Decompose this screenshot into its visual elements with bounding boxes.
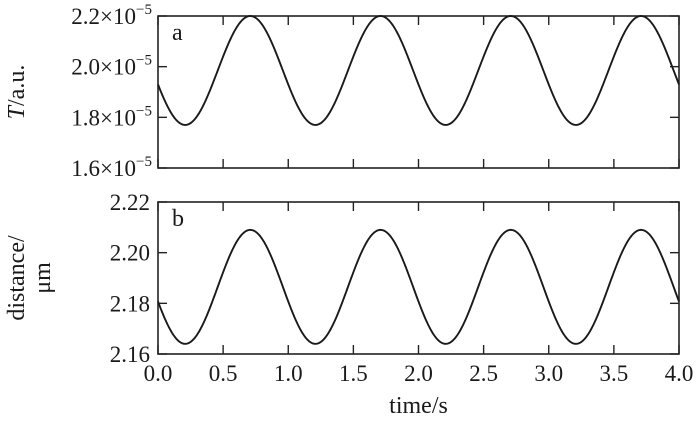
y-tick-label: 2.2×10−5 bbox=[71, 2, 152, 29]
y-tick-exponent: −5 bbox=[136, 103, 152, 119]
y-tick-exponent: −5 bbox=[136, 53, 152, 69]
panel-a-label: a bbox=[172, 20, 183, 46]
x-tick-label: 0.0 bbox=[144, 361, 173, 386]
x-tick-label: 1.0 bbox=[274, 361, 303, 386]
x-axis-label: time/s bbox=[389, 393, 448, 419]
y-tick-mantissa: 2.2×10 bbox=[71, 4, 136, 29]
x-tick-label: 2.0 bbox=[404, 361, 433, 386]
y-tick-label: 2.22 bbox=[110, 190, 150, 215]
panel-b-y-axis-label-line2: μm bbox=[30, 262, 56, 294]
y-tick-label: 2.20 bbox=[110, 241, 150, 266]
panel-a-y-axis-label-symbol: T bbox=[4, 104, 30, 119]
panel-a-y-axis-label-unit: /a.u. bbox=[4, 65, 30, 106]
x-tick-label: 1.5 bbox=[339, 361, 368, 386]
x-tick-label: 3.5 bbox=[600, 361, 629, 386]
y-tick-label: 2.18 bbox=[110, 291, 150, 316]
y-tick-mantissa: 2.0×10 bbox=[71, 55, 136, 80]
panel-b-frame bbox=[157, 201, 680, 355]
panel-a-curve bbox=[157, 15, 680, 126]
y-tick-label: 1.8×10−5 bbox=[71, 103, 152, 130]
panel-b-label: b bbox=[172, 206, 184, 232]
y-tick-exponent: −5 bbox=[136, 154, 152, 170]
y-tick-label: 2.16 bbox=[110, 342, 150, 367]
panel-b-y-axis-label-line1: distance/ bbox=[4, 235, 30, 321]
panel-b-x-ticks: 0.0 0.5 1.0 1.5 2.0 2.5 3.0 3.5 4.0 bbox=[144, 202, 694, 386]
panel-a-x-ticks bbox=[157, 16, 680, 168]
y-tick-exponent: −5 bbox=[136, 2, 152, 18]
panel-a-y-ticks: 1.6×10−51.8×10−52.0×10−52.2×10−5 bbox=[71, 2, 679, 181]
y-tick-mantissa: 1.8×10 bbox=[71, 105, 136, 130]
x-tick-label: 0.5 bbox=[209, 361, 238, 386]
y-tick-mantissa: 1.6×10 bbox=[71, 156, 136, 181]
panel-a: 1.6×10−51.8×10−52.0×10−52.2×10−5 a T/a.u… bbox=[4, 2, 680, 181]
y-tick-label: 1.6×10−5 bbox=[71, 154, 152, 181]
x-tick-label: 2.5 bbox=[469, 361, 498, 386]
panel-b-curve bbox=[157, 228, 680, 345]
x-tick-label: 3.0 bbox=[534, 361, 563, 386]
x-tick-label: 4.0 bbox=[665, 361, 694, 386]
panel-b: 2.16 2.18 2.20 2.22 0.0 0.5 1.0 1.5 2.0 2.5 3.0 3.… bbox=[4, 190, 693, 419]
y-tick-label: 2.0×10−5 bbox=[71, 53, 152, 80]
panel-b-y-ticks: 2.16 2.18 2.20 2.22 bbox=[110, 190, 679, 367]
panel-a-y-axis-label: T/a.u. bbox=[4, 65, 30, 120]
